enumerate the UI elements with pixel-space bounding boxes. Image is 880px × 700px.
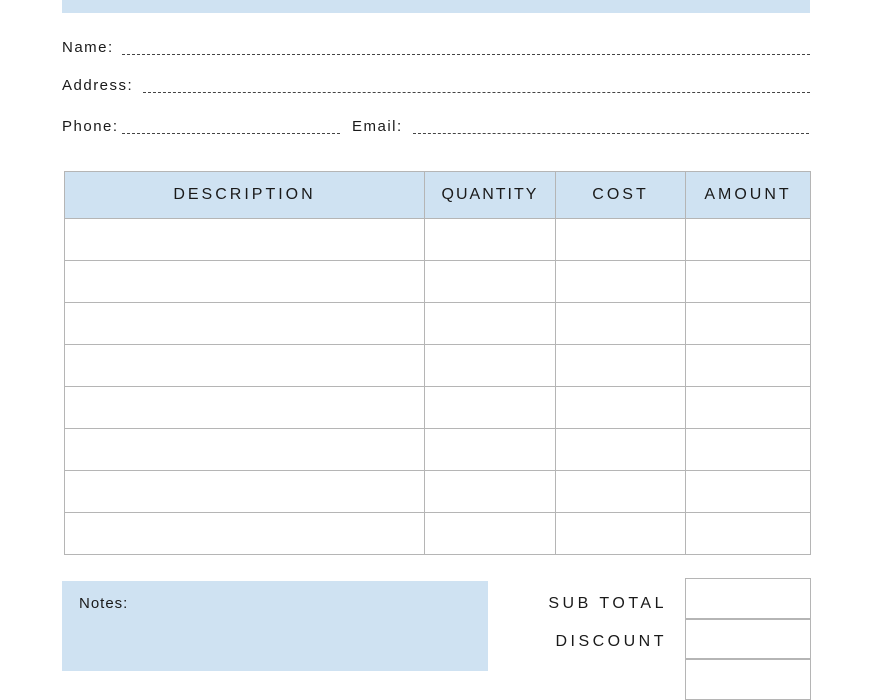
cell-quantity[interactable]: [424, 260, 556, 303]
notes-label: Notes:: [79, 595, 129, 612]
cell-amount[interactable]: [685, 512, 811, 555]
table-row: [64, 218, 811, 261]
cell-cost[interactable]: [555, 344, 686, 387]
table-row: [64, 512, 811, 555]
cell-amount[interactable]: [685, 218, 811, 261]
table-row: [64, 344, 811, 387]
cell-quantity[interactable]: [424, 302, 556, 345]
header-amount: AMOUNT: [685, 171, 811, 219]
table-row: [64, 470, 811, 513]
name-field[interactable]: [122, 54, 810, 55]
cell-quantity[interactable]: [424, 344, 556, 387]
cell-cost[interactable]: [555, 302, 686, 345]
header-description: DESCRIPTION: [64, 171, 425, 219]
email-label: Email:: [352, 118, 403, 135]
next-total-field[interactable]: [685, 658, 811, 700]
header-quantity: QUANTITY: [424, 171, 556, 219]
discount-label: DISCOUNT: [555, 633, 667, 650]
header-band: [62, 0, 810, 13]
discount-field[interactable]: [685, 618, 811, 660]
cell-amount[interactable]: [685, 470, 811, 513]
cell-amount[interactable]: [685, 386, 811, 429]
cell-cost[interactable]: [555, 512, 686, 555]
cell-cost[interactable]: [555, 428, 686, 471]
cell-description[interactable]: [64, 218, 425, 261]
cell-amount[interactable]: [685, 260, 811, 303]
cell-cost[interactable]: [555, 470, 686, 513]
cell-quantity[interactable]: [424, 386, 556, 429]
cell-cost[interactable]: [555, 218, 686, 261]
cell-amount[interactable]: [685, 344, 811, 387]
address-label: Address:: [62, 77, 134, 94]
table-row: [64, 428, 811, 471]
cell-description[interactable]: [64, 260, 425, 303]
table-row: [64, 386, 811, 429]
cell-description[interactable]: [64, 470, 425, 513]
cell-quantity[interactable]: [424, 470, 556, 513]
phone-label: Phone:: [62, 118, 119, 135]
cell-cost[interactable]: [555, 260, 686, 303]
subtotal-field[interactable]: [685, 578, 811, 620]
cell-amount[interactable]: [685, 302, 811, 345]
cell-quantity[interactable]: [424, 218, 556, 261]
notes-box[interactable]: Notes:: [62, 581, 488, 671]
cell-description[interactable]: [64, 302, 425, 345]
email-field[interactable]: [413, 133, 809, 134]
table-row: [64, 302, 811, 345]
cell-cost[interactable]: [555, 386, 686, 429]
cell-description[interactable]: [64, 512, 425, 555]
subtotal-label: SUB TOTAL: [548, 595, 667, 612]
table-row: [64, 260, 811, 303]
cell-description[interactable]: [64, 428, 425, 471]
address-field[interactable]: [143, 92, 810, 93]
phone-field[interactable]: [122, 133, 340, 134]
cell-description[interactable]: [64, 344, 425, 387]
header-cost: COST: [555, 171, 686, 219]
cell-quantity[interactable]: [424, 428, 556, 471]
cell-amount[interactable]: [685, 428, 811, 471]
name-label: Name:: [62, 39, 114, 56]
cell-quantity[interactable]: [424, 512, 556, 555]
items-table: DESCRIPTION QUANTITY COST AMOUNT: [64, 171, 811, 555]
cell-description[interactable]: [64, 386, 425, 429]
